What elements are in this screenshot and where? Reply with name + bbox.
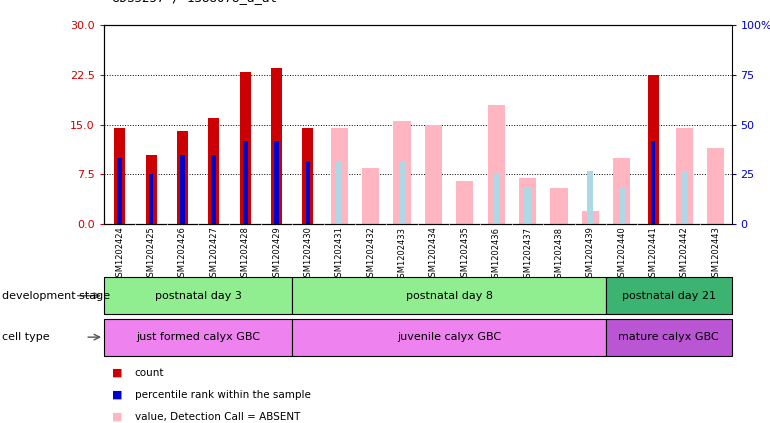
Text: postnatal day 3: postnatal day 3	[155, 291, 242, 301]
Bar	[149, 175, 153, 224]
Text: GSM1202434: GSM1202434	[429, 227, 438, 283]
Bar	[274, 141, 279, 224]
Text: GSM1202430: GSM1202430	[303, 227, 313, 283]
Bar	[114, 128, 126, 224]
Bar	[487, 105, 505, 224]
Text: GSM1202435: GSM1202435	[460, 227, 469, 283]
Bar	[681, 171, 688, 224]
Bar	[243, 141, 247, 224]
Bar	[551, 188, 567, 224]
Text: count: count	[135, 368, 164, 378]
Bar	[606, 319, 732, 356]
Text: juvenile calyx GBC: juvenile calyx GBC	[397, 332, 501, 342]
Bar	[707, 148, 725, 224]
Text: GSM1202432: GSM1202432	[367, 227, 375, 283]
Bar	[271, 69, 282, 224]
Text: GDS5257 / 1388078_a_at: GDS5257 / 1388078_a_at	[112, 0, 276, 4]
Text: GSM1202429: GSM1202429	[272, 227, 281, 283]
Text: mature calyx GBC: mature calyx GBC	[618, 332, 719, 342]
Bar	[146, 155, 156, 224]
Bar	[613, 158, 631, 224]
Bar	[393, 121, 410, 224]
Bar	[117, 158, 122, 224]
Bar	[648, 75, 658, 224]
Bar	[399, 161, 405, 224]
Bar	[306, 161, 310, 224]
Text: GSM1202437: GSM1202437	[523, 227, 532, 283]
Text: GSM1202428: GSM1202428	[241, 227, 249, 283]
Bar	[292, 319, 606, 356]
Text: ■: ■	[112, 412, 122, 422]
Bar	[177, 132, 188, 224]
Text: GSM1202436: GSM1202436	[492, 227, 501, 283]
Bar	[606, 277, 732, 314]
Text: GSM1202426: GSM1202426	[178, 227, 187, 283]
Text: ■: ■	[112, 368, 122, 378]
Bar	[362, 168, 380, 224]
Bar	[303, 128, 313, 224]
Bar	[292, 277, 606, 314]
Text: postnatal day 8: postnatal day 8	[406, 291, 493, 301]
Bar	[651, 141, 655, 224]
Bar	[239, 72, 251, 224]
Text: GSM1202433: GSM1202433	[397, 227, 407, 283]
Text: value, Detection Call = ABSENT: value, Detection Call = ABSENT	[135, 412, 300, 422]
Text: GSM1202427: GSM1202427	[209, 227, 218, 283]
Bar	[519, 178, 536, 224]
Bar	[104, 277, 292, 314]
Bar	[180, 155, 185, 224]
Text: GSM1202438: GSM1202438	[554, 227, 564, 283]
Text: cell type: cell type	[2, 332, 49, 342]
Text: postnatal day 21: postnatal day 21	[621, 291, 716, 301]
Text: GSM1202443: GSM1202443	[711, 227, 720, 283]
Text: GSM1202424: GSM1202424	[116, 227, 124, 283]
Text: development stage: development stage	[2, 291, 109, 301]
Text: GSM1202440: GSM1202440	[618, 227, 626, 283]
Bar	[493, 175, 499, 224]
Text: GSM1202442: GSM1202442	[680, 227, 689, 283]
Bar	[212, 155, 216, 224]
Text: GSM1202425: GSM1202425	[146, 227, 156, 283]
Bar	[208, 118, 219, 224]
Bar	[104, 319, 292, 356]
Bar	[618, 188, 624, 224]
Bar	[524, 188, 531, 224]
Bar	[588, 171, 594, 224]
Text: GSM1202431: GSM1202431	[335, 227, 343, 283]
Bar	[456, 181, 474, 224]
Text: just formed calyx GBC: just formed calyx GBC	[136, 332, 260, 342]
Text: ■: ■	[112, 390, 122, 400]
Bar	[336, 161, 343, 224]
Bar	[676, 128, 693, 224]
Text: GSM1202439: GSM1202439	[586, 227, 594, 283]
Text: percentile rank within the sample: percentile rank within the sample	[135, 390, 310, 400]
Bar	[425, 125, 442, 224]
Text: GSM1202441: GSM1202441	[648, 227, 658, 283]
Bar	[581, 211, 599, 224]
Bar	[330, 128, 348, 224]
